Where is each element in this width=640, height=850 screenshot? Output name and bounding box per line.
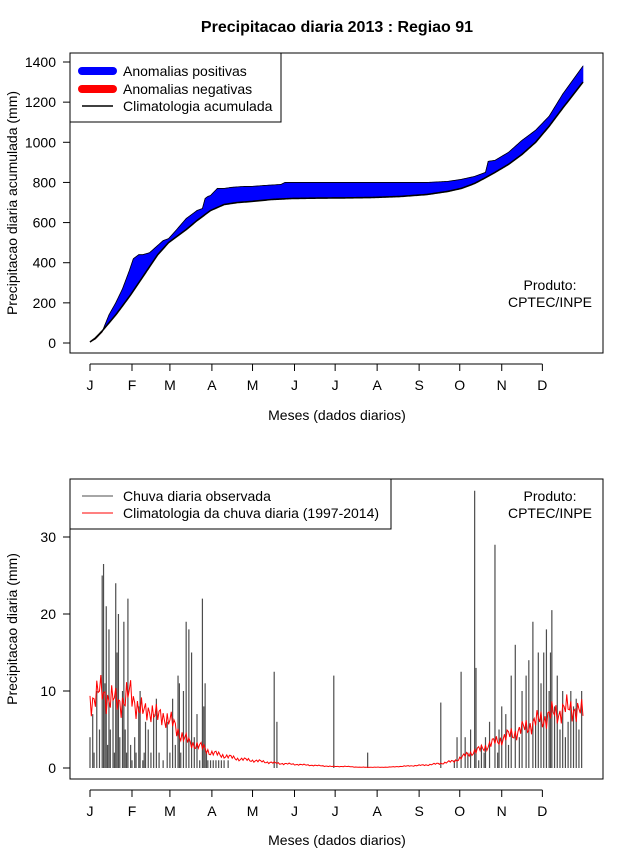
accum-panel: 0 200 400 600 800 1000 1200 1400 J F M A M J J A S O N D M… — [4, 52, 604, 423]
daily-y-tick-label: 30 — [40, 529, 56, 545]
accum-x-tick-label: A — [372, 377, 382, 393]
daily-x-tick-label: D — [537, 803, 547, 819]
accum-y-tick-label: 1000 — [25, 134, 56, 150]
daily-x-tick-label: A — [372, 803, 382, 819]
daily-y-tick-label: 0 — [48, 760, 56, 776]
accum-x-tick-label: J — [87, 377, 94, 393]
daily-x-tick-label: J — [332, 803, 339, 819]
daily-x-tick-label: S — [414, 803, 423, 819]
daily-y-tick-label: 20 — [40, 606, 56, 622]
accum-x-tick-label: O — [454, 377, 465, 393]
accum-x-tick-label: F — [128, 377, 137, 393]
accum-x-tick-label: S — [414, 377, 423, 393]
daily-panel: 0 10 20 30 J F M A M J J A S O N D Meses (dados diario… — [4, 478, 604, 848]
accum-climatology-line — [89, 81, 584, 343]
accum-y-tick-label: 1400 — [25, 54, 56, 70]
accum-x-tick-label: M — [247, 377, 259, 393]
accum-x-axis-label: Meses (dados diarios) — [268, 407, 406, 423]
chart-title: Precipitacao diaria 2013 : Regiao 91 — [201, 19, 473, 36]
daily-climatology-line — [89, 674, 584, 768]
accum-y-tick-label: 1200 — [25, 94, 56, 110]
accum-x-tick-label: M — [164, 377, 176, 393]
accum-product-name: CPTEC/INPE — [508, 294, 592, 310]
accum-product-label: Produto: — [524, 277, 577, 293]
daily-y-tick-label: 10 — [40, 683, 56, 699]
accum-y-tick-label: 200 — [33, 295, 57, 311]
daily-legend: Chuva diaria observada Climatologia da c… — [69, 478, 392, 530]
accum-y-tick-label: 0 — [48, 335, 56, 351]
daily-y-axis: 0 10 20 30 — [40, 529, 71, 776]
accum-x-tick-label: N — [497, 377, 507, 393]
accum-y-tick-label: 400 — [33, 255, 57, 271]
accum-y-axis-label: Precipitacao diaria acumulada (mm) — [4, 91, 20, 315]
accum-legend: Anomalias positivas Anomalias negativas … — [69, 52, 282, 123]
daily-x-tick-label: A — [207, 803, 217, 819]
daily-x-tick-label: M — [164, 803, 176, 819]
legend-positive-label: Anomalias positivas — [123, 63, 247, 79]
daily-x-tick-label: F — [128, 803, 137, 819]
accum-y-tick-label: 600 — [33, 215, 57, 231]
legend-negative-label: Anomalias negativas — [123, 81, 252, 97]
accum-x-tick-label: D — [537, 377, 547, 393]
daily-legend-box — [69, 478, 392, 530]
daily-x-tick-label: N — [497, 803, 507, 819]
accum-x-tick-label: J — [332, 377, 339, 393]
accum-observed-outline — [89, 65, 584, 343]
accum-x-tick-label: A — [207, 377, 217, 393]
daily-x-tick-label: M — [247, 803, 259, 819]
daily-observed-bars — [89, 490, 583, 768]
daily-y-axis-label: Precipitacao diaria (mm) — [4, 553, 20, 705]
accum-y-axis: 0 200 400 600 800 1000 1200 1400 — [25, 54, 71, 351]
legend-observed-label: Chuva diaria observada — [123, 488, 271, 504]
daily-x-tick-label: J — [291, 803, 298, 819]
accum-x-tick-label: J — [291, 377, 298, 393]
daily-x-axis-label: Meses (dados diarios) — [268, 832, 406, 848]
daily-x-tick-label: O — [454, 803, 465, 819]
daily-product-label: Produto: — [524, 488, 577, 504]
legend-climatology-label: Climatologia acumulada — [123, 98, 273, 114]
accum-y-tick-label: 800 — [33, 174, 57, 190]
legend-daily-climatology-label: Climatologia da chuva diaria (1997-2014) — [123, 505, 379, 521]
daily-product-name: CPTEC/INPE — [508, 505, 592, 521]
daily-x-tick-label: J — [87, 803, 94, 819]
